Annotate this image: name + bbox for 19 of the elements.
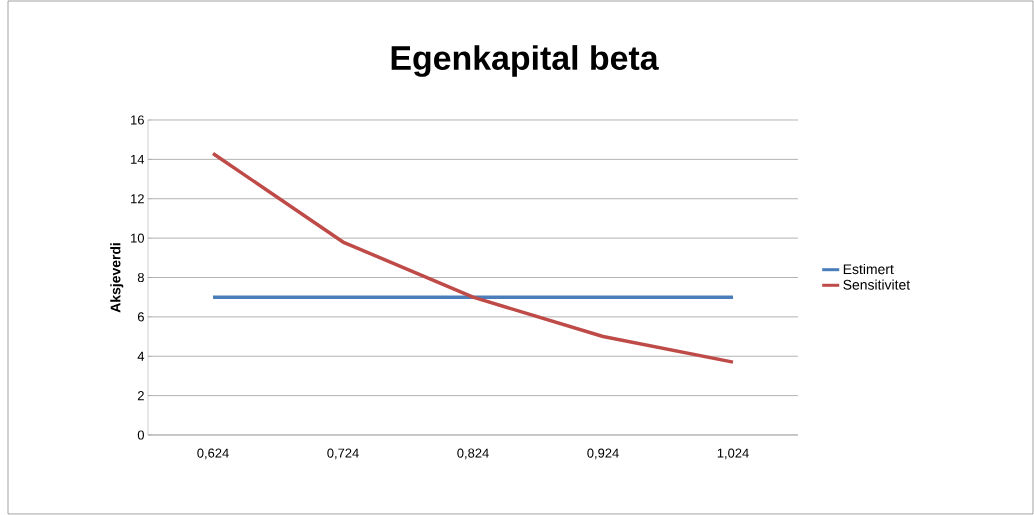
y-tick-label: 0 bbox=[137, 430, 144, 440]
y-tick-label: 10 bbox=[131, 233, 144, 243]
y-tick-label: 4 bbox=[137, 351, 145, 361]
legend-label: Estimert bbox=[843, 263, 894, 275]
x-tick-label: 0,724 bbox=[327, 448, 359, 460]
y-axis-title: Aksjeverdi bbox=[110, 243, 124, 313]
x-tick-label: 0,924 bbox=[587, 448, 619, 460]
x-tick-label: 1,024 bbox=[717, 448, 749, 460]
x-tick-label: 0,824 bbox=[457, 448, 489, 460]
y-tick-label: 8 bbox=[137, 272, 144, 283]
y-tick-label: 2 bbox=[137, 391, 144, 401]
y-tick-label: 14 bbox=[131, 154, 145, 164]
y-tick-label: 12 bbox=[131, 194, 144, 204]
y-tick-label: 6 bbox=[137, 312, 144, 322]
legend-label: Sensitivitet bbox=[843, 279, 911, 290]
y-tick-label: 16 bbox=[131, 115, 144, 125]
chart-title: Egenkapital beta bbox=[391, 45, 659, 77]
line-series bbox=[211, 151, 735, 364]
x-tick-label: 0,624 bbox=[197, 448, 229, 460]
